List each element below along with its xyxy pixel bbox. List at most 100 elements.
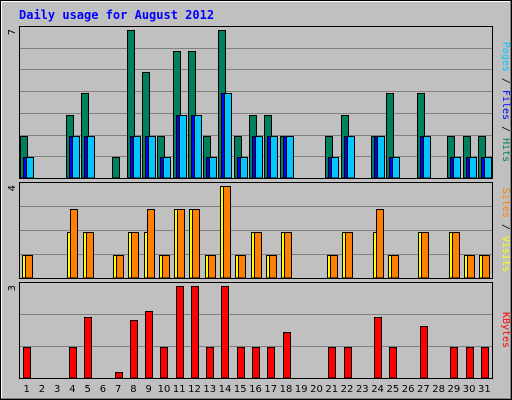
bar-pages-day-21 bbox=[331, 157, 339, 179]
bar-sites-day-14 bbox=[223, 186, 231, 279]
x-label-day-9: 9 bbox=[146, 384, 152, 395]
bar-kbytes-day-25 bbox=[389, 347, 397, 379]
bar-pages-day-25 bbox=[392, 157, 400, 179]
bar-pages-day-1 bbox=[26, 157, 34, 179]
panel-hits-files-pages: 7 Pages / Files / Hits bbox=[7, 26, 511, 179]
y-max-label: 4 bbox=[7, 185, 18, 191]
x-label-day-28: 28 bbox=[432, 384, 445, 395]
bar-pages-day-24 bbox=[377, 136, 385, 179]
bar-pages-day-15 bbox=[240, 157, 248, 179]
y-max-label: 7 bbox=[7, 29, 18, 35]
bar-pages-day-11 bbox=[179, 115, 187, 179]
bar-pages-day-30 bbox=[469, 157, 477, 179]
bar-pages-day-16 bbox=[255, 136, 263, 179]
bar-sites-day-22 bbox=[345, 232, 353, 279]
x-label-day-3: 3 bbox=[54, 384, 60, 395]
bar-sites-day-29 bbox=[452, 232, 460, 279]
x-label-day-13: 13 bbox=[203, 384, 216, 395]
panel-visits-sites: 4 Sites / Visits bbox=[7, 182, 511, 279]
bar-sites-day-16 bbox=[254, 232, 262, 279]
panel-kbytes: 3 KBytes bbox=[7, 282, 511, 379]
bar-sites-day-1 bbox=[25, 255, 33, 279]
bar-pages-day-31 bbox=[484, 157, 492, 179]
x-label-day-10: 10 bbox=[158, 384, 171, 395]
bar-kbytes-day-12 bbox=[191, 286, 199, 379]
bar-sites-day-11 bbox=[177, 209, 185, 279]
bar-sites-day-15 bbox=[238, 255, 246, 279]
bar-sites-day-13 bbox=[208, 255, 216, 279]
bar-sites-day-30 bbox=[467, 255, 475, 279]
x-label-day-2: 2 bbox=[39, 384, 45, 395]
bar-kbytes-day-11 bbox=[176, 286, 184, 379]
legend-entry-hits: Hits bbox=[500, 138, 511, 162]
bar-hits-day-7 bbox=[112, 157, 120, 179]
bar-sites-day-10 bbox=[162, 255, 170, 279]
bar-kbytes-day-30 bbox=[466, 347, 474, 379]
x-label-day-25: 25 bbox=[386, 384, 399, 395]
legend-visits-sites: Sites / Visits bbox=[500, 188, 511, 272]
bar-sites-day-8 bbox=[131, 232, 139, 279]
bar-sites-day-31 bbox=[482, 255, 490, 279]
bar-kbytes-day-16 bbox=[252, 347, 260, 379]
x-label-day-26: 26 bbox=[402, 384, 415, 395]
x-label-day-23: 23 bbox=[356, 384, 369, 395]
x-label-day-31: 31 bbox=[478, 384, 491, 395]
bar-kbytes-day-17 bbox=[267, 347, 275, 379]
bar-pages-day-29 bbox=[453, 157, 461, 179]
x-label-day-16: 16 bbox=[249, 384, 262, 395]
x-label-day-17: 17 bbox=[264, 384, 277, 395]
bar-kbytes-day-27 bbox=[420, 326, 428, 379]
legend-entry-kbytes: KBytes bbox=[500, 312, 511, 348]
bar-kbytes-day-18 bbox=[283, 332, 291, 379]
y-max-label: 3 bbox=[7, 285, 18, 291]
x-label-day-19: 19 bbox=[295, 384, 308, 395]
bar-kbytes-day-15 bbox=[237, 347, 245, 379]
bar-sites-day-24 bbox=[376, 209, 384, 279]
bar-sites-day-21 bbox=[330, 255, 338, 279]
x-label-day-1: 1 bbox=[23, 384, 29, 395]
bar-kbytes-day-7 bbox=[115, 372, 123, 379]
bar-kbytes-day-13 bbox=[206, 347, 214, 379]
bar-pages-day-17 bbox=[270, 136, 278, 179]
x-axis-labels: 1 2 3 4 5 6 7 8 9 10 11 12 13 14 15 16 17 18 19 20 21 22 23 24 2… bbox=[23, 384, 490, 395]
x-label-day-24: 24 bbox=[371, 384, 384, 395]
bar-sites-day-7 bbox=[116, 255, 124, 279]
bar-pages-day-14 bbox=[224, 93, 232, 179]
bar-kbytes-day-8 bbox=[130, 320, 138, 379]
bar-kbytes-day-22 bbox=[344, 347, 352, 379]
legend-entry-pages: Pages bbox=[500, 42, 511, 72]
bar-pages-day-27 bbox=[423, 136, 431, 179]
bar-sites-day-5 bbox=[86, 232, 94, 279]
bar-pages-day-13 bbox=[209, 157, 217, 179]
legend-entry-sites: Sites bbox=[500, 188, 511, 218]
x-label-day-18: 18 bbox=[280, 384, 293, 395]
x-label-day-6: 6 bbox=[100, 384, 106, 395]
x-label-day-5: 5 bbox=[84, 384, 90, 395]
bar-kbytes-day-1 bbox=[23, 347, 31, 379]
x-label-day-29: 29 bbox=[447, 384, 460, 395]
legend-separator: / bbox=[500, 218, 511, 236]
bar-kbytes-day-10 bbox=[160, 347, 168, 379]
bar-sites-day-27 bbox=[421, 232, 429, 279]
bar-kbytes-day-29 bbox=[450, 347, 458, 379]
bar-kbytes-day-21 bbox=[328, 347, 336, 379]
legend-separator: / bbox=[500, 120, 511, 138]
legend-entry-files: Files bbox=[500, 90, 511, 120]
bar-pages-day-18 bbox=[286, 136, 294, 179]
bar-sites-day-9 bbox=[147, 209, 155, 279]
x-label-day-11: 11 bbox=[173, 384, 186, 395]
bar-kbytes-day-5 bbox=[84, 317, 92, 379]
bar-kbytes-day-4 bbox=[69, 347, 77, 379]
chart-panels: 7 Pages / Files / Hits 4 Sites / Visits 3 KBy… bbox=[7, 26, 511, 379]
x-label-day-15: 15 bbox=[234, 384, 247, 395]
chart-title: Daily usage for August 2012 bbox=[19, 8, 214, 22]
bar-pages-day-9 bbox=[148, 136, 156, 179]
x-label-day-7: 7 bbox=[115, 384, 121, 395]
bar-kbytes-day-9 bbox=[145, 311, 153, 379]
bar-kbytes-day-31 bbox=[481, 347, 489, 379]
x-label-day-21: 21 bbox=[325, 384, 338, 395]
x-label-day-14: 14 bbox=[219, 384, 232, 395]
legend-entry-visits: Visits bbox=[500, 236, 511, 272]
legend-kbytes: KBytes bbox=[500, 312, 511, 348]
